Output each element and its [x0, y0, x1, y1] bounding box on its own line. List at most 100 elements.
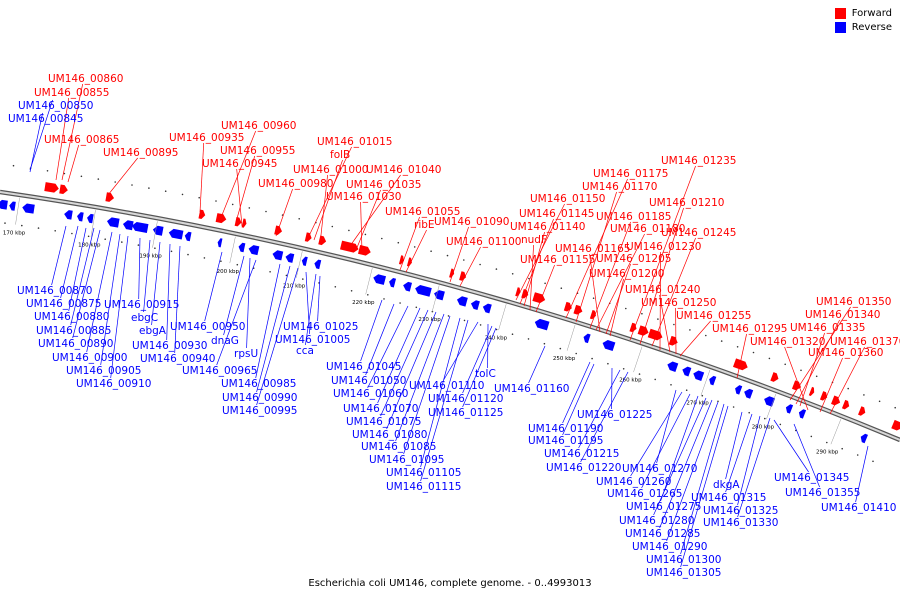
gene-label: UM146_01355: [785, 487, 860, 499]
track-dot: [413, 246, 416, 248]
gene-label: UM146_01120: [428, 393, 503, 405]
track-dot: [37, 227, 40, 229]
leader-line: [355, 189, 381, 251]
reverse-gene: [583, 333, 591, 344]
leader-line: [138, 237, 141, 300]
track-dot: [764, 417, 766, 420]
gene-label: UM146_00980: [258, 178, 333, 190]
track-dot: [331, 225, 334, 228]
gene-label: UM146_01045: [326, 361, 401, 373]
track-dot: [528, 277, 530, 280]
track-dot: [689, 329, 691, 331]
track-dot: [137, 244, 140, 246]
gene-label: UM146_01220: [546, 462, 621, 474]
gene-label: UM146_00880: [34, 311, 109, 323]
leader-line: [660, 395, 699, 502]
gene-label: UM146_01230: [626, 241, 701, 253]
gene-label: UM146_00905: [66, 365, 141, 377]
leader-line: [367, 305, 409, 389]
gene-label: UM146_01110: [409, 380, 484, 392]
gene-label: UM146_01025: [283, 321, 358, 333]
leader-line: [659, 251, 661, 351]
reverse-gene: [106, 217, 120, 228]
track-dot: [559, 347, 562, 350]
track-dot: [203, 257, 206, 259]
gene-label: UM146_01200: [589, 268, 664, 280]
leader-line: [609, 278, 624, 337]
leader-line: [166, 243, 171, 341]
track-dot: [705, 334, 707, 337]
gene-label: folB: [330, 149, 350, 161]
leader-line: [562, 363, 595, 436]
reverse-gene: [860, 433, 868, 444]
track-dot: [592, 297, 595, 300]
gene-label: UM146_01330: [703, 517, 778, 529]
track-dot: [685, 389, 688, 392]
track-dot: [511, 333, 514, 336]
leader-line: [349, 174, 401, 247]
legend-label-forward: Forward: [851, 8, 892, 19]
track-dot: [248, 207, 251, 209]
gene-label: UM146_01030: [326, 191, 401, 203]
track-dot: [4, 222, 6, 224]
leader-line: [305, 273, 317, 346]
track-dot: [878, 400, 881, 403]
leader-line: [443, 321, 479, 381]
leader-line: [395, 313, 445, 442]
reverse-gene: [785, 404, 794, 414]
leader-line: [174, 245, 181, 354]
reverse-gene: [77, 212, 84, 222]
forward-gene: [44, 182, 59, 193]
reverse-gene: [272, 250, 284, 261]
reverse-gene: [602, 340, 616, 352]
gene-label: UM146_00990: [222, 392, 297, 404]
forward-gene: [841, 399, 850, 410]
gene-label: UM146_01320: [750, 336, 825, 348]
gene-label: UM146_01115: [386, 481, 461, 493]
track-dot: [863, 394, 865, 396]
gene-label: UM146_01410: [821, 502, 896, 514]
gene-label: UM146_00845: [8, 113, 83, 125]
gene-label: UM146_01315: [691, 492, 766, 504]
forward-gene: [891, 419, 900, 431]
track-dot: [367, 294, 369, 296]
track-dot: [285, 274, 288, 277]
leader-line: [307, 146, 352, 239]
scale-tick-label: 280 kbp: [752, 425, 775, 431]
gene-label: ebgA: [139, 325, 167, 337]
track-dot: [768, 357, 771, 360]
track-dot: [654, 378, 656, 381]
gene-label: UM146_01305: [646, 567, 721, 579]
gene-label: UM146_01140: [510, 221, 585, 233]
leader-line: [449, 226, 469, 283]
reverse-gene: [744, 388, 754, 399]
leader-line: [360, 299, 383, 362]
scale-tick: [90, 210, 96, 237]
forward-gene: [406, 257, 412, 267]
leader-line: [51, 225, 67, 286]
leader-line: [86, 231, 113, 353]
track-dot: [269, 271, 271, 273]
forward-gene: [637, 325, 649, 336]
leader-line: [819, 357, 843, 413]
gene-label: UM146_01260: [596, 476, 671, 488]
scale-tick: [566, 324, 576, 351]
leader-line: [799, 332, 825, 407]
track-dot: [779, 423, 782, 426]
reverse-gene: [301, 256, 308, 266]
reverse-gene: [709, 375, 717, 386]
gene-label: UM146_01210: [649, 197, 724, 209]
track-dot: [170, 250, 173, 253]
forward-gene: [668, 335, 678, 346]
scale-tick: [431, 285, 440, 312]
reverse-gene: [238, 242, 246, 253]
leader-line: [275, 188, 293, 237]
scale-tick-label: 170 kbp: [3, 231, 26, 237]
reverse-gene: [415, 285, 432, 297]
gene-label: UM146_00940: [140, 353, 215, 365]
leader-line: [199, 142, 205, 213]
reverse-gene: [373, 274, 387, 285]
leader-line: [629, 165, 696, 341]
leader-line: [256, 267, 299, 406]
leader-line: [420, 317, 461, 468]
